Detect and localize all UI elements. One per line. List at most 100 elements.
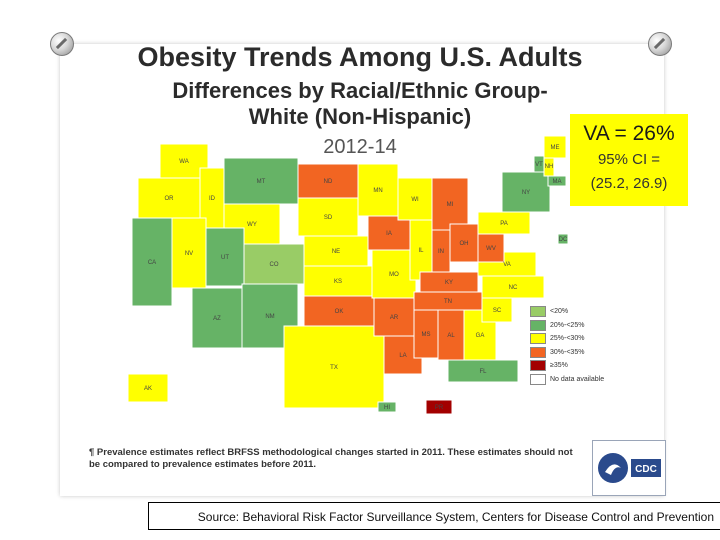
state-label: KY <box>445 280 453 286</box>
state-label: NE <box>332 249 340 255</box>
state-nv <box>171 217 207 289</box>
state-label: WI <box>411 197 419 203</box>
legend-swatch <box>530 360 546 372</box>
legend-label: No data available <box>550 375 605 383</box>
state-sc <box>481 297 513 323</box>
state-co <box>243 243 305 285</box>
state-ny <box>501 171 551 213</box>
va-callout: VA = 26% 95% CI = (25.2, 26.9) <box>570 114 688 206</box>
state-label: MN <box>373 188 382 194</box>
pushpin-icon <box>648 32 672 56</box>
state-label: PR <box>435 405 444 411</box>
state-label: OH <box>460 241 469 247</box>
state-label: MO <box>389 272 399 278</box>
state-label: OR <box>165 196 175 202</box>
legend-swatch <box>530 319 546 331</box>
legend-item: 20%-<25% <box>530 319 604 333</box>
legend-label: 30%-<35% <box>550 348 585 356</box>
legend-swatch <box>530 306 546 318</box>
legend-swatch <box>530 346 546 358</box>
state-hi <box>377 401 397 413</box>
state-ms <box>413 309 439 359</box>
legend-item: No data available <box>530 373 604 387</box>
state-pr <box>425 399 453 415</box>
state-label: NH <box>545 164 554 170</box>
state-label: IN <box>438 249 444 255</box>
cdc-logo: CDC <box>592 440 666 496</box>
state-ks <box>303 265 373 297</box>
state-label: ME <box>551 145 560 151</box>
state-label: UT <box>221 255 229 261</box>
state-ak <box>127 373 169 403</box>
legend-label: ≥35% <box>550 362 568 370</box>
page-title: Obesity Trends Among U.S. Adults <box>137 42 583 72</box>
state-label: SC <box>493 308 502 314</box>
state-label: NC <box>509 285 518 291</box>
legend-item: 30%-<35% <box>530 346 604 360</box>
va-value: VA = 26% <box>583 122 675 145</box>
legend-swatch <box>530 333 546 345</box>
state-label: OK <box>335 309 344 315</box>
legend-label: 20%-<25% <box>550 321 585 329</box>
state-label: WA <box>179 159 188 165</box>
state-ne <box>303 235 369 267</box>
state-ca <box>131 217 173 307</box>
footnote: ¶ Prevalence estimates reflect BRFSS met… <box>89 447 573 470</box>
hhs-eagle-icon: CDC <box>598 453 661 483</box>
state-label: WV <box>486 246 496 252</box>
state-me <box>543 135 567 159</box>
va-ci-range: (25.2, 26.9) <box>590 175 668 192</box>
state-label: GA <box>476 333 485 339</box>
state-label: AZ <box>213 316 221 322</box>
state-label: MA <box>553 179 562 185</box>
state-wi <box>397 177 433 221</box>
state-va <box>477 251 537 277</box>
state-label: MS <box>422 332 431 338</box>
va-ci-label: 95% CI = <box>597 151 661 168</box>
legend-label: <20% <box>550 308 569 316</box>
state-label: IL <box>418 248 424 254</box>
state-label: AK <box>144 386 152 392</box>
state-label: TX <box>330 365 338 371</box>
state-label: AL <box>447 333 455 339</box>
state-label: NM <box>265 314 274 320</box>
state-label: PA <box>500 221 508 227</box>
state-dc <box>557 233 569 245</box>
state-label: VA <box>503 262 511 268</box>
state-label: WY <box>247 222 257 228</box>
state-mi <box>431 177 469 231</box>
state-mt <box>223 157 299 205</box>
state-ma <box>547 175 567 187</box>
state-label: NY <box>522 190 530 196</box>
state-label: DC <box>559 237 568 243</box>
cdc-logo-text: CDC <box>635 464 657 475</box>
legend-swatch <box>530 373 546 385</box>
state-sd <box>297 197 359 237</box>
source-caption: Source: Behavioral Risk Factor Surveilla… <box>148 502 720 530</box>
subtitle: Differences by Racial/Ethnic Group- Whit… <box>172 78 548 129</box>
state-tx <box>283 325 385 409</box>
state-label: AR <box>390 315 399 321</box>
state-label: TN <box>444 299 452 305</box>
year-range: 2012-14 <box>323 136 397 158</box>
state-label: VT <box>535 162 543 168</box>
state-label: SD <box>324 215 333 221</box>
state-ar <box>373 297 415 337</box>
state-label: IA <box>386 231 392 237</box>
state-fl <box>447 359 519 383</box>
legend-label: 25%-<30% <box>550 335 585 343</box>
pushpin-icon <box>50 32 74 56</box>
state-nd <box>297 163 359 199</box>
state-label: LA <box>399 353 406 359</box>
state-label: ID <box>209 196 216 202</box>
legend-item: <20% <box>530 305 604 319</box>
state-label: ND <box>324 179 333 185</box>
state-label: MT <box>257 179 266 185</box>
state-ut <box>205 227 245 287</box>
state-az <box>191 287 243 349</box>
state-label: KS <box>334 279 342 285</box>
state-label: HI <box>384 405 390 411</box>
map-legend: <20% 20%-<25% 25%-<30% 30%-<35% ≥35% No … <box>530 305 604 386</box>
state-label: NV <box>185 251 193 257</box>
state-mn <box>357 163 399 217</box>
